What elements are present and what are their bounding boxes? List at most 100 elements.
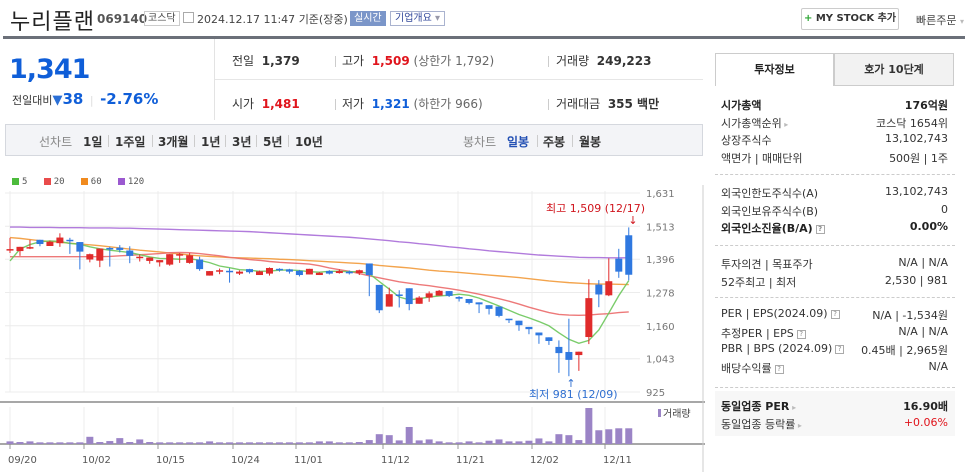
info-label: 시가총액순위 ▸ (721, 116, 789, 130)
realtime-badge[interactable]: 실시간 (350, 11, 386, 26)
help-icon[interactable]: ? (774, 364, 784, 374)
svg-text:최고 1,509 (12/17): 최고 1,509 (12/17) (546, 202, 645, 215)
legend-ma120: 120 (117, 177, 144, 187)
svg-text:12/11: 12/11 (603, 455, 632, 466)
sector-summary-bg (715, 391, 955, 436)
legend-ma5: 5 (12, 177, 27, 187)
info-value: 16.90배 (903, 400, 948, 413)
info-value: N/A | N/A (898, 324, 948, 338)
divider (572, 135, 573, 147)
svg-text:↑: ↑ (566, 377, 575, 390)
amount-value: 355 백만 (607, 97, 660, 111)
divider (537, 135, 538, 147)
tab-order-book[interactable]: 호가 10단계 (834, 53, 954, 86)
svg-text:11/01: 11/01 (294, 455, 323, 466)
svg-text:09/20: 09/20 (8, 455, 37, 466)
company-info-label: 기업개요 (395, 13, 432, 24)
legend-ma20: 20 (43, 177, 65, 187)
tab-daily-candle[interactable]: 일봉 (507, 135, 530, 149)
divider (225, 135, 226, 147)
row-divider (215, 79, 703, 80)
info-label: PER | EPS(2024.09)? (721, 307, 840, 320)
down-triangle-icon: ▼ (52, 93, 63, 108)
info-value: 2,530 | 981 (884, 273, 948, 287)
tab-1year[interactable]: 1년 (201, 135, 221, 149)
info-label: 배당수익률? (721, 360, 784, 376)
info-row: 외국인한도주식수(A) 13,102,743 (721, 185, 948, 202)
info-row[interactable]: 동일업종 PER ▸ 16.90배 (721, 398, 948, 415)
timestamp: 2024.12.17 11:47 기준(장중) (197, 11, 348, 27)
info-row[interactable]: 동일업종 등락률 ▸ +0.06% (721, 416, 948, 433)
tab-investment-info[interactable]: 투자정보 (715, 53, 834, 86)
info-row: 52주최고 | 최저 2,530 | 981 (721, 274, 948, 291)
svg-text:최저 981 (12/09): 최저 981 (12/09) (529, 388, 618, 401)
price-box (3, 39, 215, 120)
price-chart[interactable]: 1,631 1,513 1,396 1,278 1,160 1,043 925 09/20 10… (0, 185, 705, 472)
help-icon[interactable]: ? (835, 345, 845, 354)
tab-weekly-candle[interactable]: 주봉 (543, 135, 566, 149)
info-row: PBR | BPS (2024.09)? 0.45배 | 2,965원 (721, 342, 948, 359)
divider (335, 99, 336, 110)
tab-3month[interactable]: 3개월 (158, 135, 189, 149)
svg-text:10/24: 10/24 (231, 455, 260, 466)
current-price: 1,341 (9, 54, 90, 85)
info-value: 0 (941, 202, 948, 216)
help-icon[interactable]: ? (830, 310, 840, 319)
info-value: 코스닥 1654위 (876, 116, 948, 130)
svg-text:10/15: 10/15 (156, 455, 185, 466)
divider (335, 56, 336, 67)
info-label: 시가총액 (721, 99, 762, 112)
svg-text:1,631: 1,631 (646, 189, 675, 200)
company-info-dropdown[interactable]: 기업개요 ▾ (390, 11, 446, 26)
lower-limit: (하한가 966) (413, 97, 483, 111)
tab-1week[interactable]: 1주일 (115, 135, 146, 149)
svg-text:1,043: 1,043 (646, 355, 675, 366)
low-label: 저가 (342, 97, 365, 111)
volume-value: 249,223 (596, 54, 652, 68)
tab-3year[interactable]: 3년 (232, 135, 252, 149)
high-price: 고가 1,509 (상한가 1,792) (342, 52, 494, 69)
divider (152, 135, 153, 147)
help-icon[interactable]: ? (796, 329, 806, 339)
add-my-stock-button[interactable]: + MY STOCK 추가 (801, 8, 899, 30)
svg-text:1,396: 1,396 (646, 255, 675, 266)
change-label: 전일대비 (12, 94, 53, 107)
chevron-down-icon: ▾ (959, 17, 964, 26)
tab-1day[interactable]: 1일 (83, 135, 103, 149)
tab-10year[interactable]: 10년 (295, 135, 323, 149)
divider (548, 56, 549, 67)
svg-text:925: 925 (646, 388, 665, 399)
open-value: 1,481 (261, 97, 300, 111)
trade-amount: 거래대금 355 백만 (556, 95, 659, 112)
volume: 거래량 249,223 (556, 52, 651, 69)
info-row[interactable]: 시가총액순위 ▸ 코스닥 1654위 (721, 115, 948, 132)
price-change: 전일대비▼38 | -2.76% (12, 90, 158, 108)
quick-order-dropdown[interactable]: 빠른주문 ▾ (916, 12, 964, 28)
svg-text:1,160: 1,160 (646, 322, 675, 333)
candle-chart-label: 봉차트 (463, 135, 497, 149)
info-label: 추정PER | EPS? (721, 325, 806, 341)
tab-monthly-candle[interactable]: 월봉 (579, 135, 602, 149)
header-divider (3, 36, 965, 39)
svg-text:11/12: 11/12 (381, 455, 410, 466)
info-row: 외국인보유주식수(B) 0 (721, 203, 948, 220)
section-divider (715, 245, 955, 246)
divider (108, 135, 109, 147)
info-row: 배당수익률? N/A (721, 360, 948, 377)
legend-ma60: 60 (80, 177, 102, 187)
change-value: 38 (62, 90, 84, 108)
svg-text:12/02: 12/02 (530, 455, 559, 466)
stock-header: 누리플랜 069140 코스닥 2024.12.17 11:47 기준(장중) … (0, 0, 972, 36)
info-value: 0.00% (909, 220, 948, 233)
info-label: 외국인소진율(B/A)? (721, 220, 825, 236)
help-icon[interactable]: ? (815, 225, 825, 234)
info-value: 176억원 (904, 99, 948, 112)
prev-close-label: 전일 (232, 54, 255, 68)
tab-5year[interactable]: 5년 (263, 135, 283, 149)
chevron-right-icon: ▸ (781, 119, 789, 129)
section-divider (715, 174, 955, 175)
info-value: N/A | N/A (898, 256, 948, 269)
info-value: 500원 | 1주 (889, 151, 948, 165)
chart-period-tabs: 선차트 1일 1주일 3개월 1년 3년 5년 10년 봉차트 일봉 주봉 월봉 (5, 124, 703, 156)
info-row: PER | EPS(2024.09)? N/A | -1,534원 (721, 307, 948, 324)
